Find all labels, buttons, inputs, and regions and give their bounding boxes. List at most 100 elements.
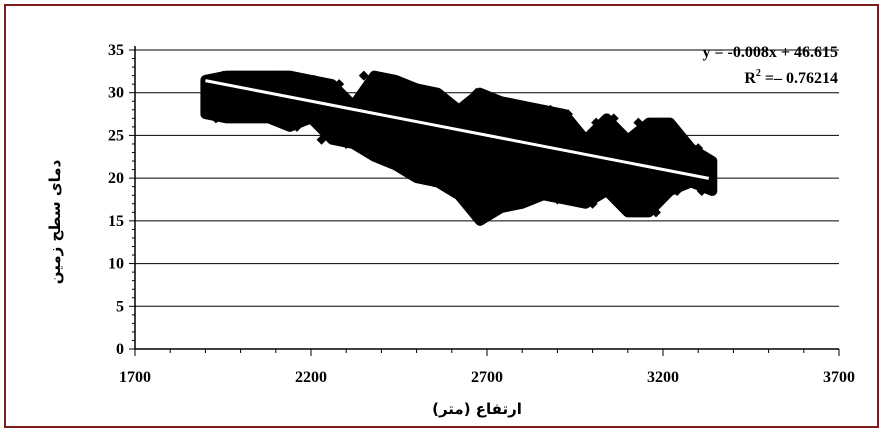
data-point-58 <box>503 109 514 120</box>
data-point-93 <box>703 164 714 175</box>
data-point-81 <box>633 117 644 128</box>
r-squared-label: R2 =– 0.76214 <box>744 68 838 87</box>
data-point-26 <box>341 138 352 149</box>
r-squared-value: =– 0.76214 <box>761 70 838 87</box>
data-point-8 <box>232 70 243 81</box>
data-point-35 <box>390 160 401 171</box>
data-point-12 <box>253 109 264 120</box>
data-point-10 <box>239 113 250 124</box>
x-tick-label-0: 1700 <box>119 369 151 386</box>
data-point-56 <box>492 203 503 214</box>
data-point-46 <box>450 104 461 115</box>
y-tick-label-4: 20 <box>108 170 124 187</box>
trendline-layer <box>205 79 710 180</box>
data-point-5 <box>218 70 228 81</box>
data-point-72 <box>580 168 591 179</box>
axes <box>129 46 840 356</box>
data-point-36 <box>397 121 408 132</box>
data-point-60 <box>513 151 524 162</box>
data-point-43 <box>432 87 443 98</box>
data-point-25 <box>334 79 345 90</box>
data-point-6 <box>221 100 232 111</box>
data-point-47 <box>457 190 468 201</box>
data-point-79 <box>622 207 633 218</box>
data-point-51 <box>474 215 485 226</box>
data-point-82 <box>640 194 651 205</box>
data-point-14 <box>267 113 278 124</box>
data-point-53 <box>482 194 492 205</box>
data-point-57 <box>496 177 507 188</box>
data-point-37 <box>401 83 412 94</box>
data-point-21 <box>309 74 320 85</box>
data-point-24 <box>330 121 341 132</box>
y-tick-label-0: 0 <box>116 341 124 358</box>
data-point-91 <box>693 143 704 154</box>
data-point-7 <box>226 113 237 124</box>
trendline <box>205 79 710 180</box>
data-point-32 <box>376 151 387 162</box>
data-point-88 <box>672 185 683 196</box>
y-tick-label-2: 10 <box>108 256 124 273</box>
y-tick-label-3: 15 <box>108 213 124 230</box>
y-tick-label-7: 35 <box>108 42 124 59</box>
data-point-11 <box>246 91 257 102</box>
data-point-87 <box>665 134 676 145</box>
data-point-80 <box>626 164 637 175</box>
data-point-77 <box>608 113 619 124</box>
data-point-28 <box>355 126 366 137</box>
data-point-1 <box>200 83 211 94</box>
data-point-13 <box>260 79 271 90</box>
data-point-92 <box>696 185 707 196</box>
data-point-74 <box>591 117 602 128</box>
data-point-0 <box>200 109 211 120</box>
data-point-85 <box>654 117 665 128</box>
point-cloud <box>200 70 718 226</box>
data-points <box>200 70 718 226</box>
data-point-20 <box>306 113 316 124</box>
data-point-90 <box>686 177 697 188</box>
r-squared-symbol: R <box>744 70 756 87</box>
data-point-39 <box>411 104 422 115</box>
data-point-76 <box>605 185 616 196</box>
data-point-64 <box>534 190 545 201</box>
data-point-67 <box>552 194 563 205</box>
data-point-84 <box>650 207 661 218</box>
data-point-38 <box>404 164 415 175</box>
trendline-equation: y = -0.008x + 46.615 <box>702 44 838 61</box>
point-cloud-area <box>200 70 718 226</box>
data-point-2 <box>203 96 214 107</box>
y-tick-label-5: 25 <box>108 127 124 144</box>
data-point-41 <box>422 134 433 145</box>
data-point-15 <box>270 70 281 81</box>
data-point-68 <box>555 164 566 175</box>
x-tick-label-2: 2700 <box>471 369 503 386</box>
data-point-31 <box>369 87 380 98</box>
data-point-16 <box>277 100 288 111</box>
data-point-49 <box>467 203 478 214</box>
data-point-54 <box>485 96 496 107</box>
r-squared-exponent: 2 <box>756 68 761 79</box>
data-point-63 <box>531 121 542 132</box>
data-point-42 <box>429 177 440 188</box>
data-point-71 <box>573 134 584 145</box>
data-point-55 <box>489 138 500 149</box>
y-tick-label-6: 30 <box>108 85 124 102</box>
data-point-44 <box>439 147 450 158</box>
data-point-70 <box>570 185 580 196</box>
data-point-66 <box>545 104 556 115</box>
data-point-34 <box>383 74 394 85</box>
data-point-50 <box>471 87 482 98</box>
x-tick-label-3: 3200 <box>647 369 679 386</box>
y-tick-labels: 0 5 10 15 20 25 30 35 <box>108 42 124 358</box>
data-point-18 <box>291 121 302 132</box>
data-point-40 <box>415 173 426 184</box>
data-point-61 <box>517 100 528 111</box>
data-point-73 <box>587 198 598 209</box>
data-point-4 <box>210 113 221 124</box>
data-point-83 <box>643 147 654 158</box>
x-tick-label-4: 3700 <box>823 369 855 386</box>
x-axis-title: ارتفاع (متر) <box>432 400 522 418</box>
chart-frame: 1700 2200 2700 3200 3700 0 5 10 15 20 25 30 35 y = … <box>4 4 879 428</box>
data-point-52 <box>478 160 489 171</box>
data-point-69 <box>562 109 573 120</box>
